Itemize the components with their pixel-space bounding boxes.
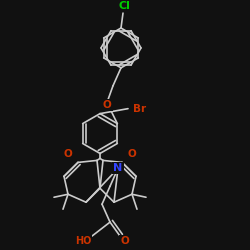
Text: N: N [114, 164, 122, 173]
Text: HO: HO [75, 236, 91, 246]
Text: Br: Br [134, 104, 146, 114]
Text: O: O [64, 150, 72, 160]
Text: Cl: Cl [118, 1, 130, 11]
Text: O: O [128, 150, 136, 160]
Text: O: O [120, 236, 130, 246]
Text: O: O [103, 100, 112, 110]
